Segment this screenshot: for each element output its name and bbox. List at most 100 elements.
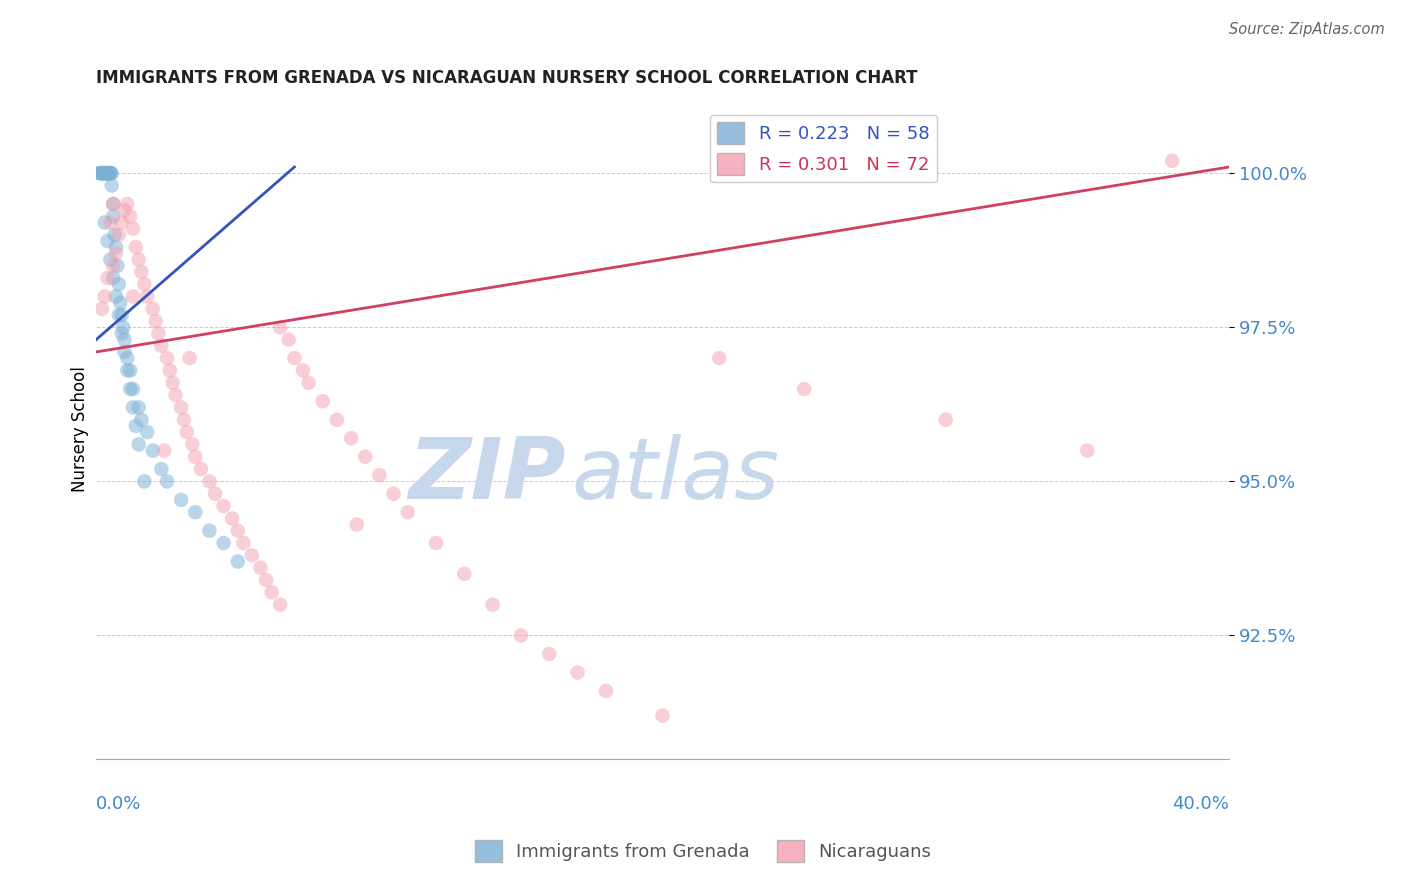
Point [117, 197, 139, 211]
Point [117, 363, 139, 377]
Point [136, 289, 159, 303]
Point [96, 234, 118, 248]
Point [212, 499, 235, 513]
Point [935, 413, 957, 427]
Point [142, 443, 165, 458]
Point [567, 665, 589, 680]
Point [89, 166, 111, 180]
Point [269, 320, 291, 334]
Text: atlas: atlas [572, 434, 780, 516]
Point [111, 308, 134, 322]
Point [111, 326, 134, 341]
Point [112, 320, 135, 334]
Point [198, 524, 221, 538]
Point [108, 227, 131, 242]
Point [368, 468, 391, 483]
Point [98, 166, 121, 180]
Point [226, 524, 249, 538]
Point [165, 388, 187, 402]
Point [87, 166, 110, 180]
Text: 40.0%: 40.0% [1173, 795, 1229, 814]
Point [150, 339, 173, 353]
Point [240, 549, 263, 563]
Point [96, 166, 118, 180]
Point [1076, 443, 1098, 458]
Legend: Immigrants from Grenada, Nicaraguans: Immigrants from Grenada, Nicaraguans [467, 833, 939, 870]
Point [94, 166, 117, 180]
Point [122, 401, 145, 415]
Text: 0.0%: 0.0% [96, 795, 142, 814]
Point [179, 351, 201, 365]
Point [108, 277, 131, 292]
Point [354, 450, 377, 464]
Point [269, 598, 291, 612]
Point [128, 401, 150, 415]
Point [425, 536, 447, 550]
Point [226, 555, 249, 569]
Point [120, 382, 142, 396]
Point [277, 333, 299, 347]
Point [120, 210, 142, 224]
Point [382, 486, 405, 500]
Text: ZIP: ZIP [409, 434, 567, 516]
Point [254, 573, 277, 587]
Point [709, 351, 731, 365]
Point [101, 197, 124, 211]
Point [100, 166, 122, 180]
Point [595, 684, 617, 698]
Point [96, 166, 118, 180]
Point [131, 413, 153, 427]
Point [111, 215, 134, 229]
Point [98, 166, 121, 180]
Point [291, 363, 314, 377]
Point [396, 505, 419, 519]
Point [181, 437, 204, 451]
Point [184, 505, 207, 519]
Point [91, 166, 114, 180]
Point [145, 314, 167, 328]
Point [117, 351, 139, 365]
Point [260, 585, 283, 599]
Point [122, 289, 145, 303]
Point [153, 443, 176, 458]
Point [114, 345, 136, 359]
Point [98, 252, 121, 267]
Point [136, 425, 159, 439]
Point [148, 326, 170, 341]
Point [122, 382, 145, 396]
Point [93, 289, 115, 303]
Point [212, 536, 235, 550]
Point [89, 166, 111, 180]
Point [232, 536, 254, 550]
Point [150, 462, 173, 476]
Point [110, 295, 132, 310]
Point [142, 301, 165, 316]
Point [93, 166, 115, 180]
Point [100, 178, 122, 193]
Point [125, 240, 148, 254]
Point [159, 363, 181, 377]
Point [176, 425, 198, 439]
Text: IMMIGRANTS FROM GRENADA VS NICARAGUAN NURSERY SCHOOL CORRELATION CHART: IMMIGRANTS FROM GRENADA VS NICARAGUAN NU… [96, 69, 918, 87]
Point [1161, 153, 1184, 168]
Point [170, 401, 193, 415]
Point [249, 560, 271, 574]
Point [326, 413, 349, 427]
Point [94, 166, 117, 180]
Y-axis label: Nursery School: Nursery School [72, 366, 89, 491]
Point [101, 210, 124, 224]
Point [481, 598, 503, 612]
Point [131, 265, 153, 279]
Point [221, 511, 243, 525]
Point [96, 271, 118, 285]
Point [104, 227, 127, 242]
Point [346, 517, 368, 532]
Point [312, 394, 335, 409]
Point [173, 413, 195, 427]
Point [93, 166, 115, 180]
Point [90, 166, 112, 180]
Point [204, 486, 226, 500]
Point [90, 166, 112, 180]
Point [340, 431, 363, 445]
Point [134, 277, 156, 292]
